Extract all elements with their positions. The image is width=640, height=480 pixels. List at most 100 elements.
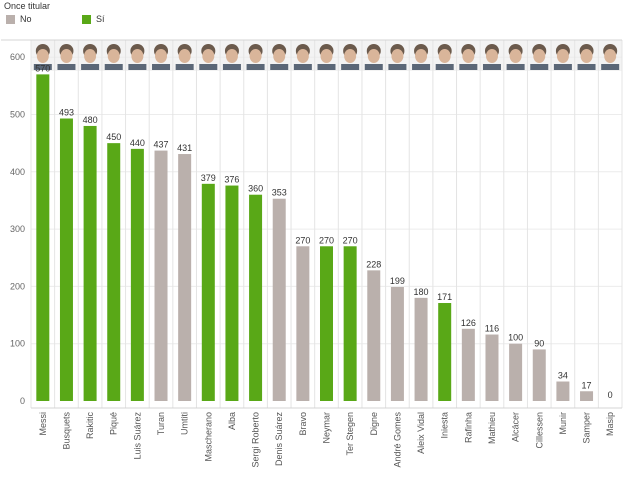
y-tick-label: 300 — [10, 224, 25, 234]
bar-pique[interactable] — [107, 143, 121, 401]
player-photo-samper — [577, 44, 596, 70]
bar-mascherano[interactable] — [201, 183, 215, 401]
player-photo-aleix-vidal — [412, 44, 431, 70]
y-tick-label: 500 — [10, 109, 25, 119]
x-tick-label-sergi-roberto: Sergi Roberto — [251, 412, 261, 468]
data-label-iniesta: 171 — [437, 292, 452, 302]
legend-label-si: Sí — [96, 14, 105, 24]
bar-busquets[interactable] — [59, 118, 73, 401]
bar-mathieu[interactable] — [485, 334, 499, 401]
bar-cillessen[interactable] — [532, 349, 546, 401]
player-photo-ter-stegen — [341, 44, 360, 70]
legend-swatch-no — [6, 15, 15, 24]
player-photo-cillessen — [530, 44, 549, 70]
bar-alcacer[interactable] — [509, 343, 523, 401]
x-tick-label-pique: Piqué — [109, 412, 119, 435]
player-photo-umtiti — [175, 44, 194, 70]
bar-neymar[interactable] — [320, 246, 333, 401]
player-photo-bravo — [293, 44, 312, 70]
bar-aleix-vidal[interactable] — [414, 297, 428, 401]
player-photo-alba — [222, 44, 241, 70]
player-photo-luis-suarez — [128, 44, 147, 70]
y-tick-label: 100 — [10, 339, 25, 349]
bar-rafinha[interactable] — [461, 328, 475, 401]
player-photo-iniesta — [435, 44, 454, 70]
player-photo-denis-suarez — [270, 44, 289, 70]
bar-turan[interactable] — [154, 150, 168, 401]
player-photo-messi — [33, 44, 52, 70]
y-tick-label: 200 — [10, 281, 25, 291]
data-label-rafinha: 126 — [461, 318, 476, 328]
bar-andre-gomes[interactable] — [390, 286, 404, 401]
x-tick-label-andre-gomes: André Gomes — [392, 412, 402, 468]
data-label-munir: 34 — [558, 371, 568, 381]
x-tick-label-digne: Digne — [369, 412, 379, 436]
bar-sergi-roberto[interactable] — [249, 194, 263, 401]
bar-luis-suarez[interactable] — [130, 148, 144, 401]
x-tick-label-neymar: Neymar — [322, 412, 332, 444]
player-photo-rakitic — [81, 44, 100, 70]
data-label-denis-suarez: 353 — [272, 188, 287, 198]
x-tick-label-luis-suarez: Luis Suárez — [132, 412, 142, 460]
y-tick-label: 400 — [10, 167, 25, 177]
player-photo-pique — [104, 44, 123, 70]
data-label-ter-stegen: 270 — [343, 235, 358, 245]
x-tick-label-bravo: Bravo — [298, 412, 308, 436]
data-label-digne: 228 — [366, 259, 381, 269]
player-photo-masip — [601, 44, 620, 70]
legend-label-no: No — [20, 14, 32, 24]
player-photo-munir — [553, 44, 572, 70]
x-tick-label-messi: Messi — [38, 412, 48, 436]
player-photo-alcacer — [506, 44, 525, 70]
x-tick-label-umtiti: Umtiti — [180, 412, 190, 435]
data-label-turan: 437 — [154, 140, 169, 150]
data-label-busquets: 493 — [59, 108, 74, 118]
player-photo-mascherano — [199, 44, 218, 70]
x-tick-label-busquets: Busquets — [61, 412, 71, 450]
player-photo-digne — [364, 44, 383, 70]
x-tick-label-samper: Samper — [582, 412, 592, 444]
data-label-sergi-roberto: 360 — [248, 184, 263, 194]
data-label-masip: 0 — [608, 390, 613, 400]
x-tick-label-denis-suarez: Denis Suárez — [274, 412, 284, 467]
bar-denis-suarez[interactable] — [272, 198, 286, 401]
x-tick-label-alba: Alba — [227, 412, 237, 430]
x-tick-label-rakitic: Rakitic — [85, 412, 95, 440]
bar-iniesta[interactable] — [438, 303, 452, 401]
data-label-alcacer: 100 — [508, 333, 523, 343]
data-label-mascherano: 379 — [201, 173, 216, 183]
bar-rakitic[interactable] — [83, 125, 97, 401]
x-tick-label-mascherano: Mascherano — [203, 412, 213, 462]
legend: Once titular No Sí — [2, 0, 202, 28]
data-label-luis-suarez: 440 — [130, 138, 145, 148]
player-photo-busquets — [57, 44, 76, 70]
x-tick-label-ter-stegen: Ter Stegen — [345, 412, 355, 456]
x-tick-label-alcacer: Alcácer — [511, 412, 521, 442]
data-label-pique: 450 — [106, 132, 121, 142]
bar-munir[interactable] — [556, 381, 570, 401]
player-photo-mathieu — [482, 44, 501, 70]
data-label-cillessen: 90 — [534, 338, 544, 348]
x-tick-label-turan: Turan — [156, 412, 166, 435]
x-tick-label-iniesta: Iniesta — [440, 412, 450, 439]
bar-ter-stegen[interactable] — [343, 246, 357, 401]
data-label-aleix-vidal: 180 — [414, 287, 429, 297]
x-tick-label-aleix-vidal: Aleix Vidal — [416, 412, 426, 454]
data-label-samper: 17 — [582, 380, 592, 390]
y-tick-label: 600 — [10, 52, 25, 62]
x-tick-label-masip: Masip — [605, 412, 615, 436]
bar-samper[interactable] — [580, 391, 594, 401]
bar-messi[interactable] — [36, 74, 50, 401]
bar-digne[interactable] — [367, 270, 381, 401]
x-tick-label-munir: Munir — [558, 412, 568, 435]
data-label-andre-gomes: 199 — [390, 276, 405, 286]
bar-bravo[interactable] — [296, 246, 310, 401]
player-photo-andre-gomes — [388, 44, 407, 70]
data-label-rakitic: 480 — [83, 115, 98, 125]
player-photo-rafinha — [459, 44, 478, 70]
data-label-bravo: 270 — [295, 235, 310, 245]
data-label-umtiti: 431 — [177, 143, 192, 153]
bar-alba[interactable] — [225, 185, 239, 401]
player-photo-turan — [152, 44, 171, 70]
bar-umtiti[interactable] — [178, 154, 192, 401]
